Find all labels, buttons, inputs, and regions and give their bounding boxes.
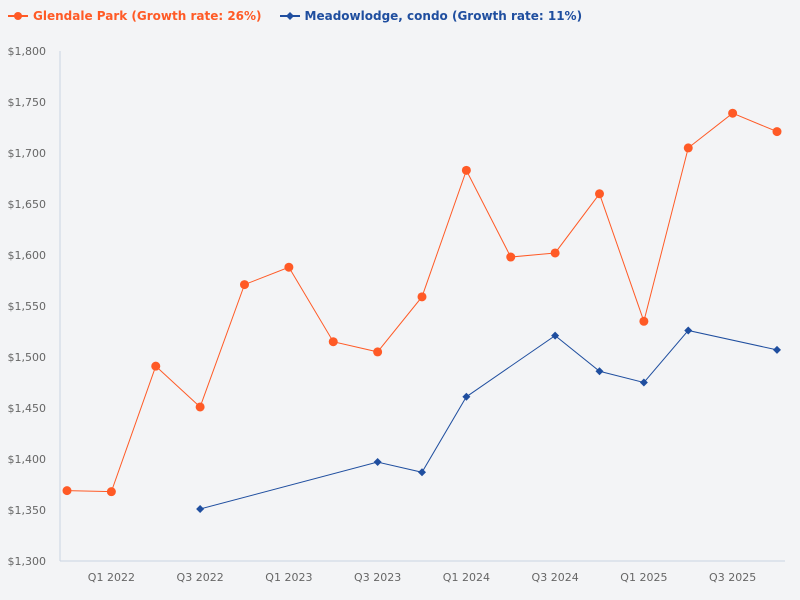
diamond-marker-icon bbox=[279, 12, 300, 20]
data-point bbox=[373, 347, 383, 357]
x-tick-label: Q3 2024 bbox=[532, 571, 579, 584]
data-point bbox=[773, 345, 781, 354]
y-tick-label: $1,750 bbox=[8, 96, 47, 109]
data-point bbox=[595, 367, 604, 376]
data-point bbox=[373, 458, 382, 467]
series-line-0 bbox=[66, 112, 778, 493]
legend-label: Meadowlodge, condo (Growth rate: 11%) bbox=[304, 9, 583, 23]
y-tick-label: $1,350 bbox=[8, 504, 47, 517]
data-point bbox=[106, 487, 116, 497]
data-point bbox=[772, 127, 782, 137]
x-tick-label: Q1 2025 bbox=[620, 571, 667, 584]
data-point bbox=[550, 248, 560, 258]
data-point bbox=[551, 331, 560, 340]
data-point bbox=[639, 316, 649, 326]
circle-marker-icon bbox=[8, 12, 28, 20]
legend-label: Glendale Park (Growth rate: 26%) bbox=[33, 9, 262, 23]
x-tick-label: Q1 2022 bbox=[88, 571, 135, 584]
series-line-1 bbox=[199, 329, 778, 510]
x-tick-label: Q3 2025 bbox=[709, 571, 756, 584]
y-tick-label: $1,650 bbox=[8, 198, 47, 211]
data-point bbox=[151, 361, 161, 371]
x-tick-label: Q3 2022 bbox=[177, 571, 224, 584]
data-point bbox=[462, 392, 471, 401]
data-point bbox=[417, 292, 427, 302]
y-tick-label: $1,300 bbox=[8, 555, 47, 568]
data-point bbox=[595, 189, 604, 199]
data-point bbox=[639, 378, 648, 387]
legend-item-glendale[interactable]: Glendale Park (Growth rate: 26%) bbox=[8, 9, 262, 23]
data-point bbox=[328, 337, 338, 347]
data-point bbox=[196, 504, 205, 513]
y-tick-label: $1,450 bbox=[8, 402, 47, 415]
x-tick-label: Q1 2024 bbox=[443, 571, 490, 584]
legend-item-meadowlodge[interactable]: Meadowlodge, condo (Growth rate: 11%) bbox=[279, 9, 583, 23]
x-tick-label: Q1 2023 bbox=[265, 571, 312, 584]
y-tick-label: $1,400 bbox=[8, 453, 47, 466]
data-point bbox=[728, 108, 738, 118]
data-point bbox=[418, 468, 426, 477]
data-point bbox=[461, 165, 471, 175]
data-point bbox=[195, 402, 205, 412]
y-tick-label: $1,500 bbox=[8, 351, 47, 364]
data-point bbox=[284, 262, 294, 272]
x-tick-label: Q3 2023 bbox=[354, 571, 401, 584]
data-point bbox=[683, 143, 693, 153]
legend: Glendale Park (Growth rate: 26%) Meadowl… bbox=[8, 9, 582, 23]
data-point bbox=[62, 486, 72, 496]
y-tick-label: $1,600 bbox=[8, 249, 47, 262]
data-point bbox=[506, 252, 516, 262]
y-tick-label: $1,700 bbox=[8, 147, 47, 160]
data-point bbox=[684, 326, 693, 335]
y-tick-label: $1,800 bbox=[8, 45, 47, 58]
data-point bbox=[240, 280, 249, 290]
y-tick-label: $1,550 bbox=[8, 300, 47, 313]
